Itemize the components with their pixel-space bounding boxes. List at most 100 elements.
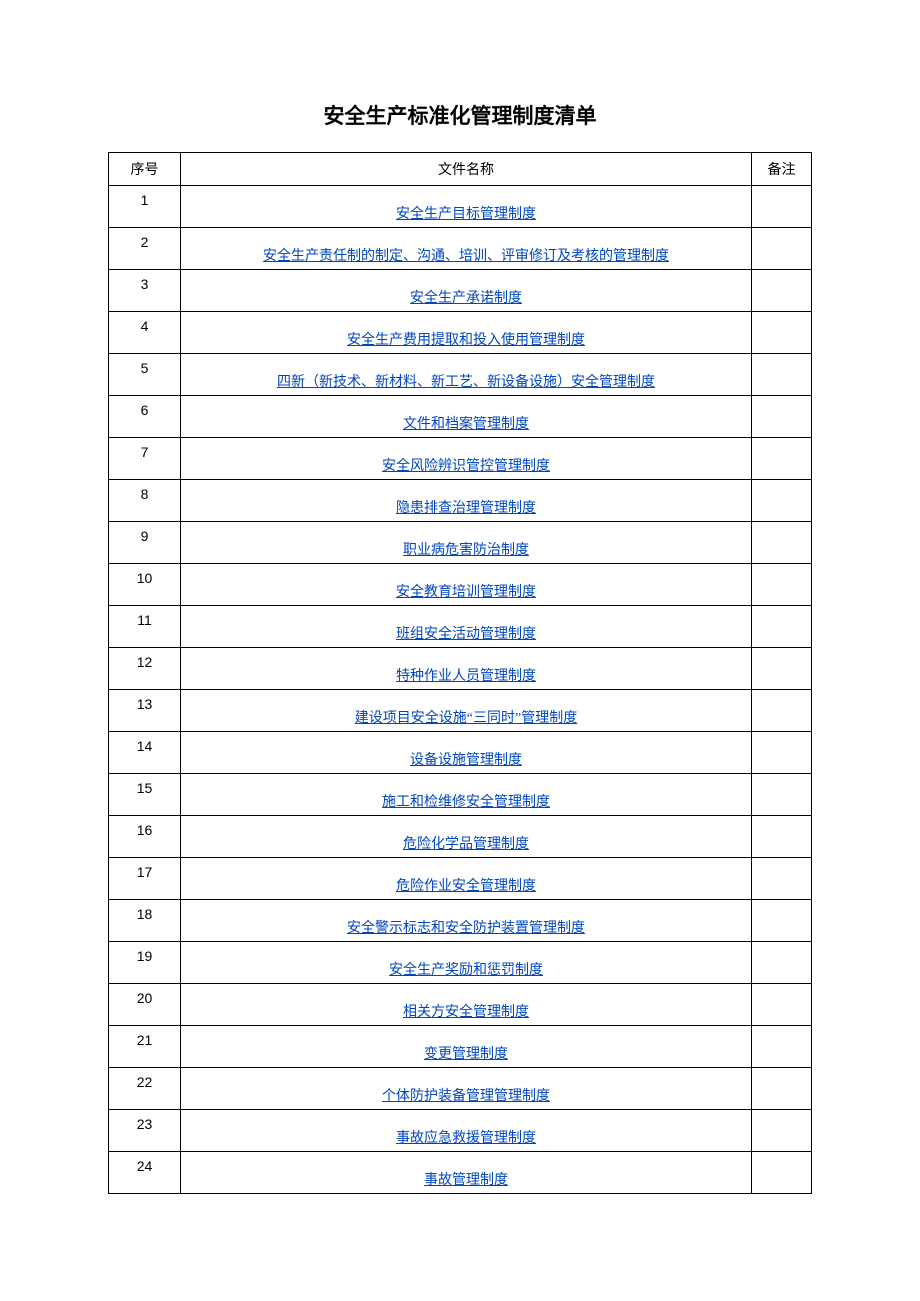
cell-note: [752, 606, 812, 648]
cell-note: [752, 1026, 812, 1068]
cell-note: [752, 228, 812, 270]
cell-name-link[interactable]: 四新（新技术、新材料、新工艺、新设备设施）安全管理制度: [181, 354, 752, 396]
cell-note: [752, 480, 812, 522]
cell-name-link[interactable]: 事故应急救援管理制度: [181, 1110, 752, 1152]
table-row: 17危险作业安全管理制度: [109, 858, 812, 900]
col-header-note: 备注: [752, 153, 812, 186]
cell-note: [752, 648, 812, 690]
table-row: 12特种作业人员管理制度: [109, 648, 812, 690]
cell-seq: 7: [109, 438, 181, 480]
cell-name-link[interactable]: 危险作业安全管理制度: [181, 858, 752, 900]
cell-name-link[interactable]: 安全教育培训管理制度: [181, 564, 752, 606]
cell-name-link[interactable]: 变更管理制度: [181, 1026, 752, 1068]
cell-seq: 10: [109, 564, 181, 606]
cell-name-link[interactable]: 危险化学品管理制度: [181, 816, 752, 858]
cell-seq: 15: [109, 774, 181, 816]
cell-seq: 19: [109, 942, 181, 984]
cell-note: [752, 1110, 812, 1152]
table-row: 4安全生产费用提取和投入使用管理制度: [109, 312, 812, 354]
table-row: 21变更管理制度: [109, 1026, 812, 1068]
cell-note: [752, 984, 812, 1026]
cell-note: [752, 942, 812, 984]
table-row: 13建设项目安全设施“三同时”管理制度: [109, 690, 812, 732]
table-row: 24事故管理制度: [109, 1152, 812, 1194]
cell-seq: 17: [109, 858, 181, 900]
table-row: 19安全生产奖励和惩罚制度: [109, 942, 812, 984]
cell-note: [752, 186, 812, 228]
table-row: 9职业病危害防治制度: [109, 522, 812, 564]
table-row: 22个体防护装备管理管理制度: [109, 1068, 812, 1110]
cell-note: [752, 396, 812, 438]
cell-seq: 14: [109, 732, 181, 774]
table-row: 2安全生产责任制的制定、沟通、培训、评审修订及考核的管理制度: [109, 228, 812, 270]
cell-name-link[interactable]: 文件和档案管理制度: [181, 396, 752, 438]
cell-note: [752, 1068, 812, 1110]
cell-note: [752, 774, 812, 816]
table-header-row: 序号 文件名称 备注: [109, 153, 812, 186]
cell-name-link[interactable]: 安全生产责任制的制定、沟通、培训、评审修订及考核的管理制度: [181, 228, 752, 270]
table-row: 18安全警示标志和安全防护装置管理制度: [109, 900, 812, 942]
cell-seq: 12: [109, 648, 181, 690]
cell-note: [752, 522, 812, 564]
cell-note: [752, 816, 812, 858]
cell-seq: 21: [109, 1026, 181, 1068]
table-row: 5四新（新技术、新材料、新工艺、新设备设施）安全管理制度: [109, 354, 812, 396]
cell-note: [752, 354, 812, 396]
cell-seq: 11: [109, 606, 181, 648]
cell-note: [752, 564, 812, 606]
col-header-name: 文件名称: [181, 153, 752, 186]
cell-seq: 13: [109, 690, 181, 732]
cell-seq: 23: [109, 1110, 181, 1152]
cell-seq: 18: [109, 900, 181, 942]
cell-seq: 3: [109, 270, 181, 312]
table-row: 23事故应急救援管理制度: [109, 1110, 812, 1152]
cell-note: [752, 438, 812, 480]
table-row: 15施工和检维修安全管理制度: [109, 774, 812, 816]
table-row: 10安全教育培训管理制度: [109, 564, 812, 606]
cell-note: [752, 900, 812, 942]
cell-seq: 6: [109, 396, 181, 438]
cell-seq: 9: [109, 522, 181, 564]
cell-seq: 20: [109, 984, 181, 1026]
cell-name-link[interactable]: 个体防护装备管理管理制度: [181, 1068, 752, 1110]
table-row: 16危险化学品管理制度: [109, 816, 812, 858]
cell-note: [752, 690, 812, 732]
page-title: 安全生产标准化管理制度清单: [108, 100, 812, 130]
cell-name-link[interactable]: 施工和检维修安全管理制度: [181, 774, 752, 816]
cell-name-link[interactable]: 相关方安全管理制度: [181, 984, 752, 1026]
table-row: 6文件和档案管理制度: [109, 396, 812, 438]
cell-note: [752, 858, 812, 900]
cell-name-link[interactable]: 安全生产目标管理制度: [181, 186, 752, 228]
cell-name-link[interactable]: 建设项目安全设施“三同时”管理制度: [181, 690, 752, 732]
cell-seq: 16: [109, 816, 181, 858]
cell-name-link[interactable]: 特种作业人员管理制度: [181, 648, 752, 690]
cell-seq: 5: [109, 354, 181, 396]
cell-name-link[interactable]: 事故管理制度: [181, 1152, 752, 1194]
table-row: 8隐患排查治理管理制度: [109, 480, 812, 522]
cell-seq: 2: [109, 228, 181, 270]
table-row: 1安全生产目标管理制度: [109, 186, 812, 228]
cell-seq: 24: [109, 1152, 181, 1194]
cell-seq: 1: [109, 186, 181, 228]
table-row: 14设备设施管理制度: [109, 732, 812, 774]
policy-table: 序号 文件名称 备注 1安全生产目标管理制度2安全生产责任制的制定、沟通、培训、…: [108, 152, 812, 1194]
cell-name-link[interactable]: 隐患排查治理管理制度: [181, 480, 752, 522]
cell-name-link[interactable]: 安全警示标志和安全防护装置管理制度: [181, 900, 752, 942]
table-row: 3安全生产承诺制度: [109, 270, 812, 312]
cell-name-link[interactable]: 班组安全活动管理制度: [181, 606, 752, 648]
col-header-seq: 序号: [109, 153, 181, 186]
cell-seq: 4: [109, 312, 181, 354]
table-row: 20相关方安全管理制度: [109, 984, 812, 1026]
cell-name-link[interactable]: 设备设施管理制度: [181, 732, 752, 774]
cell-name-link[interactable]: 安全生产承诺制度: [181, 270, 752, 312]
cell-name-link[interactable]: 职业病危害防治制度: [181, 522, 752, 564]
cell-note: [752, 312, 812, 354]
cell-note: [752, 270, 812, 312]
cell-name-link[interactable]: 安全生产奖励和惩罚制度: [181, 942, 752, 984]
cell-note: [752, 732, 812, 774]
cell-note: [752, 1152, 812, 1194]
table-row: 11班组安全活动管理制度: [109, 606, 812, 648]
cell-name-link[interactable]: 安全风险辨识管控管理制度: [181, 438, 752, 480]
cell-seq: 22: [109, 1068, 181, 1110]
cell-name-link[interactable]: 安全生产费用提取和投入使用管理制度: [181, 312, 752, 354]
